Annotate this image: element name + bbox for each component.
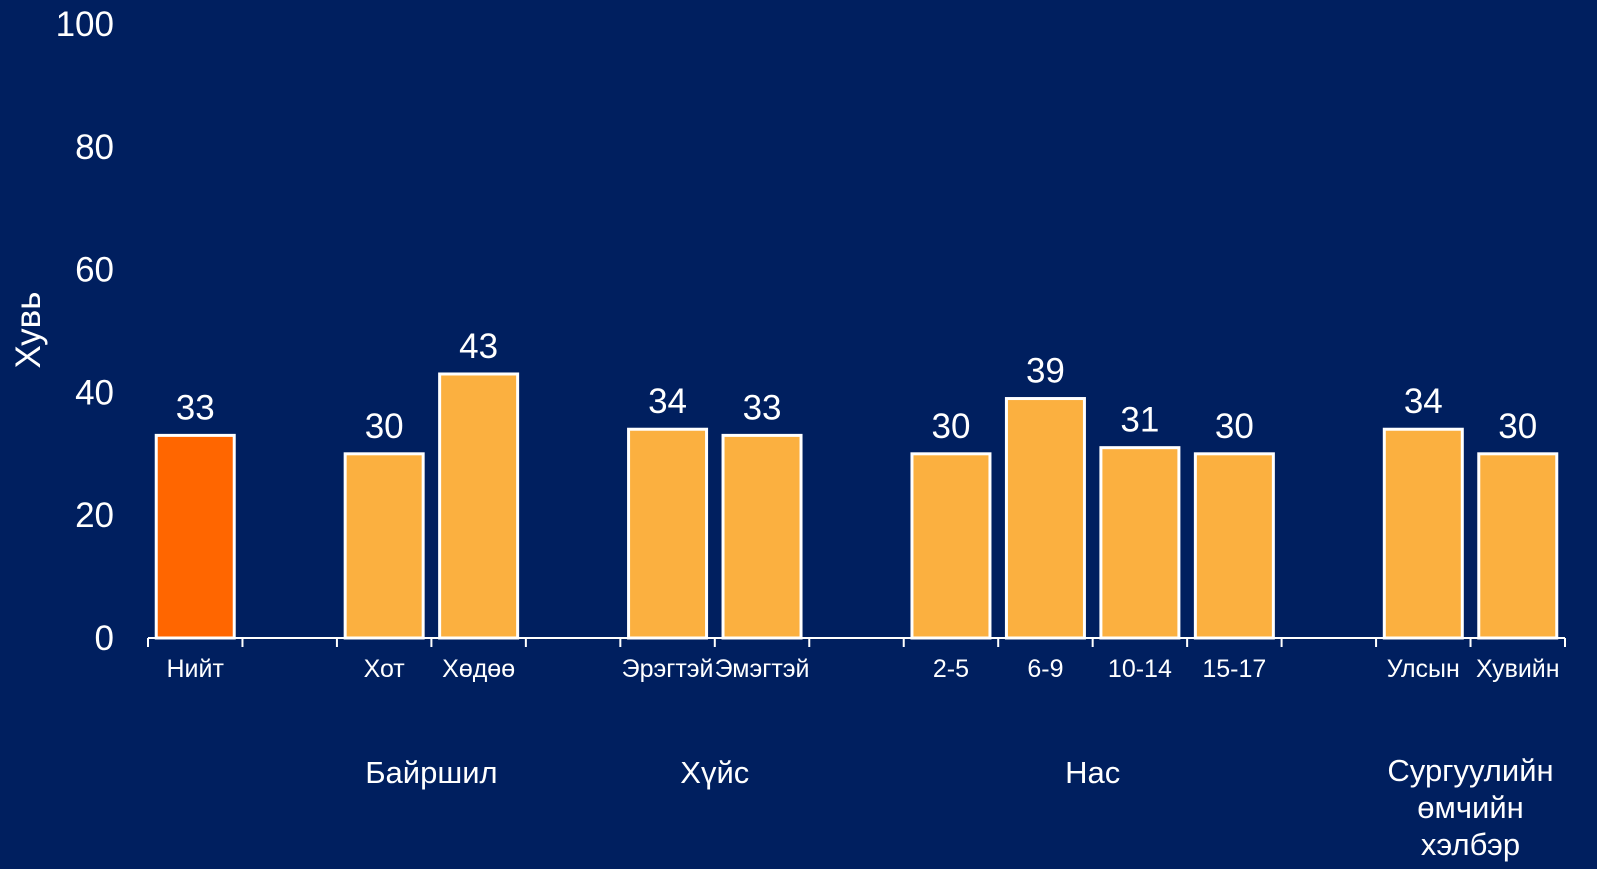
category-label: 6-9 bbox=[1027, 655, 1063, 683]
bar bbox=[721, 433, 803, 640]
data-label: 43 bbox=[459, 327, 498, 366]
group-label: Хүйс bbox=[680, 755, 749, 790]
category-label: Эмэгтэй bbox=[715, 655, 810, 683]
bar bbox=[343, 452, 425, 640]
bar bbox=[438, 372, 520, 640]
category-label: Нийт bbox=[167, 655, 225, 683]
category-label: 10-14 bbox=[1108, 655, 1172, 683]
data-label: 33 bbox=[743, 388, 782, 427]
data-label: 30 bbox=[365, 407, 404, 446]
group-label: Нас bbox=[1065, 755, 1120, 790]
bar bbox=[1193, 452, 1275, 640]
group-label-line: өмчийн bbox=[1417, 790, 1523, 825]
data-label: 30 bbox=[1498, 407, 1537, 446]
bar bbox=[910, 452, 992, 640]
y-axis-title: Хувь bbox=[9, 292, 48, 369]
group-label-line: Сургуулийн bbox=[1387, 753, 1553, 788]
category-label: 2-5 bbox=[933, 655, 969, 683]
data-label: 30 bbox=[1215, 407, 1254, 446]
category-label: Хувийн bbox=[1476, 655, 1560, 683]
category-label: Улсын bbox=[1387, 655, 1460, 683]
bar bbox=[627, 427, 709, 640]
data-label: 39 bbox=[1026, 352, 1065, 391]
bar bbox=[1099, 446, 1181, 640]
group-label-line: хэлбэр bbox=[1421, 827, 1520, 862]
data-label: 34 bbox=[648, 382, 687, 421]
category-label: Эрэгтэй bbox=[622, 655, 714, 683]
bar bbox=[1382, 427, 1464, 640]
y-tick-label: 80 bbox=[75, 128, 114, 167]
category-label: Хот bbox=[364, 655, 406, 683]
group-label: Байршил bbox=[365, 755, 497, 790]
y-tick-label: 100 bbox=[56, 5, 114, 44]
y-tick-label: 60 bbox=[75, 251, 114, 290]
data-label: 31 bbox=[1120, 401, 1159, 440]
data-label: 30 bbox=[931, 407, 970, 446]
bar bbox=[154, 433, 236, 640]
y-tick-label: 20 bbox=[75, 496, 114, 535]
category-label: 15-17 bbox=[1202, 655, 1266, 683]
data-label: 34 bbox=[1404, 382, 1443, 421]
y-tick-label: 0 bbox=[95, 619, 114, 658]
data-label: 33 bbox=[176, 388, 215, 427]
category-label: Хөдөө bbox=[442, 655, 515, 683]
bar bbox=[1477, 452, 1559, 640]
bar bbox=[1004, 397, 1086, 640]
y-tick-label: 40 bbox=[75, 373, 114, 412]
